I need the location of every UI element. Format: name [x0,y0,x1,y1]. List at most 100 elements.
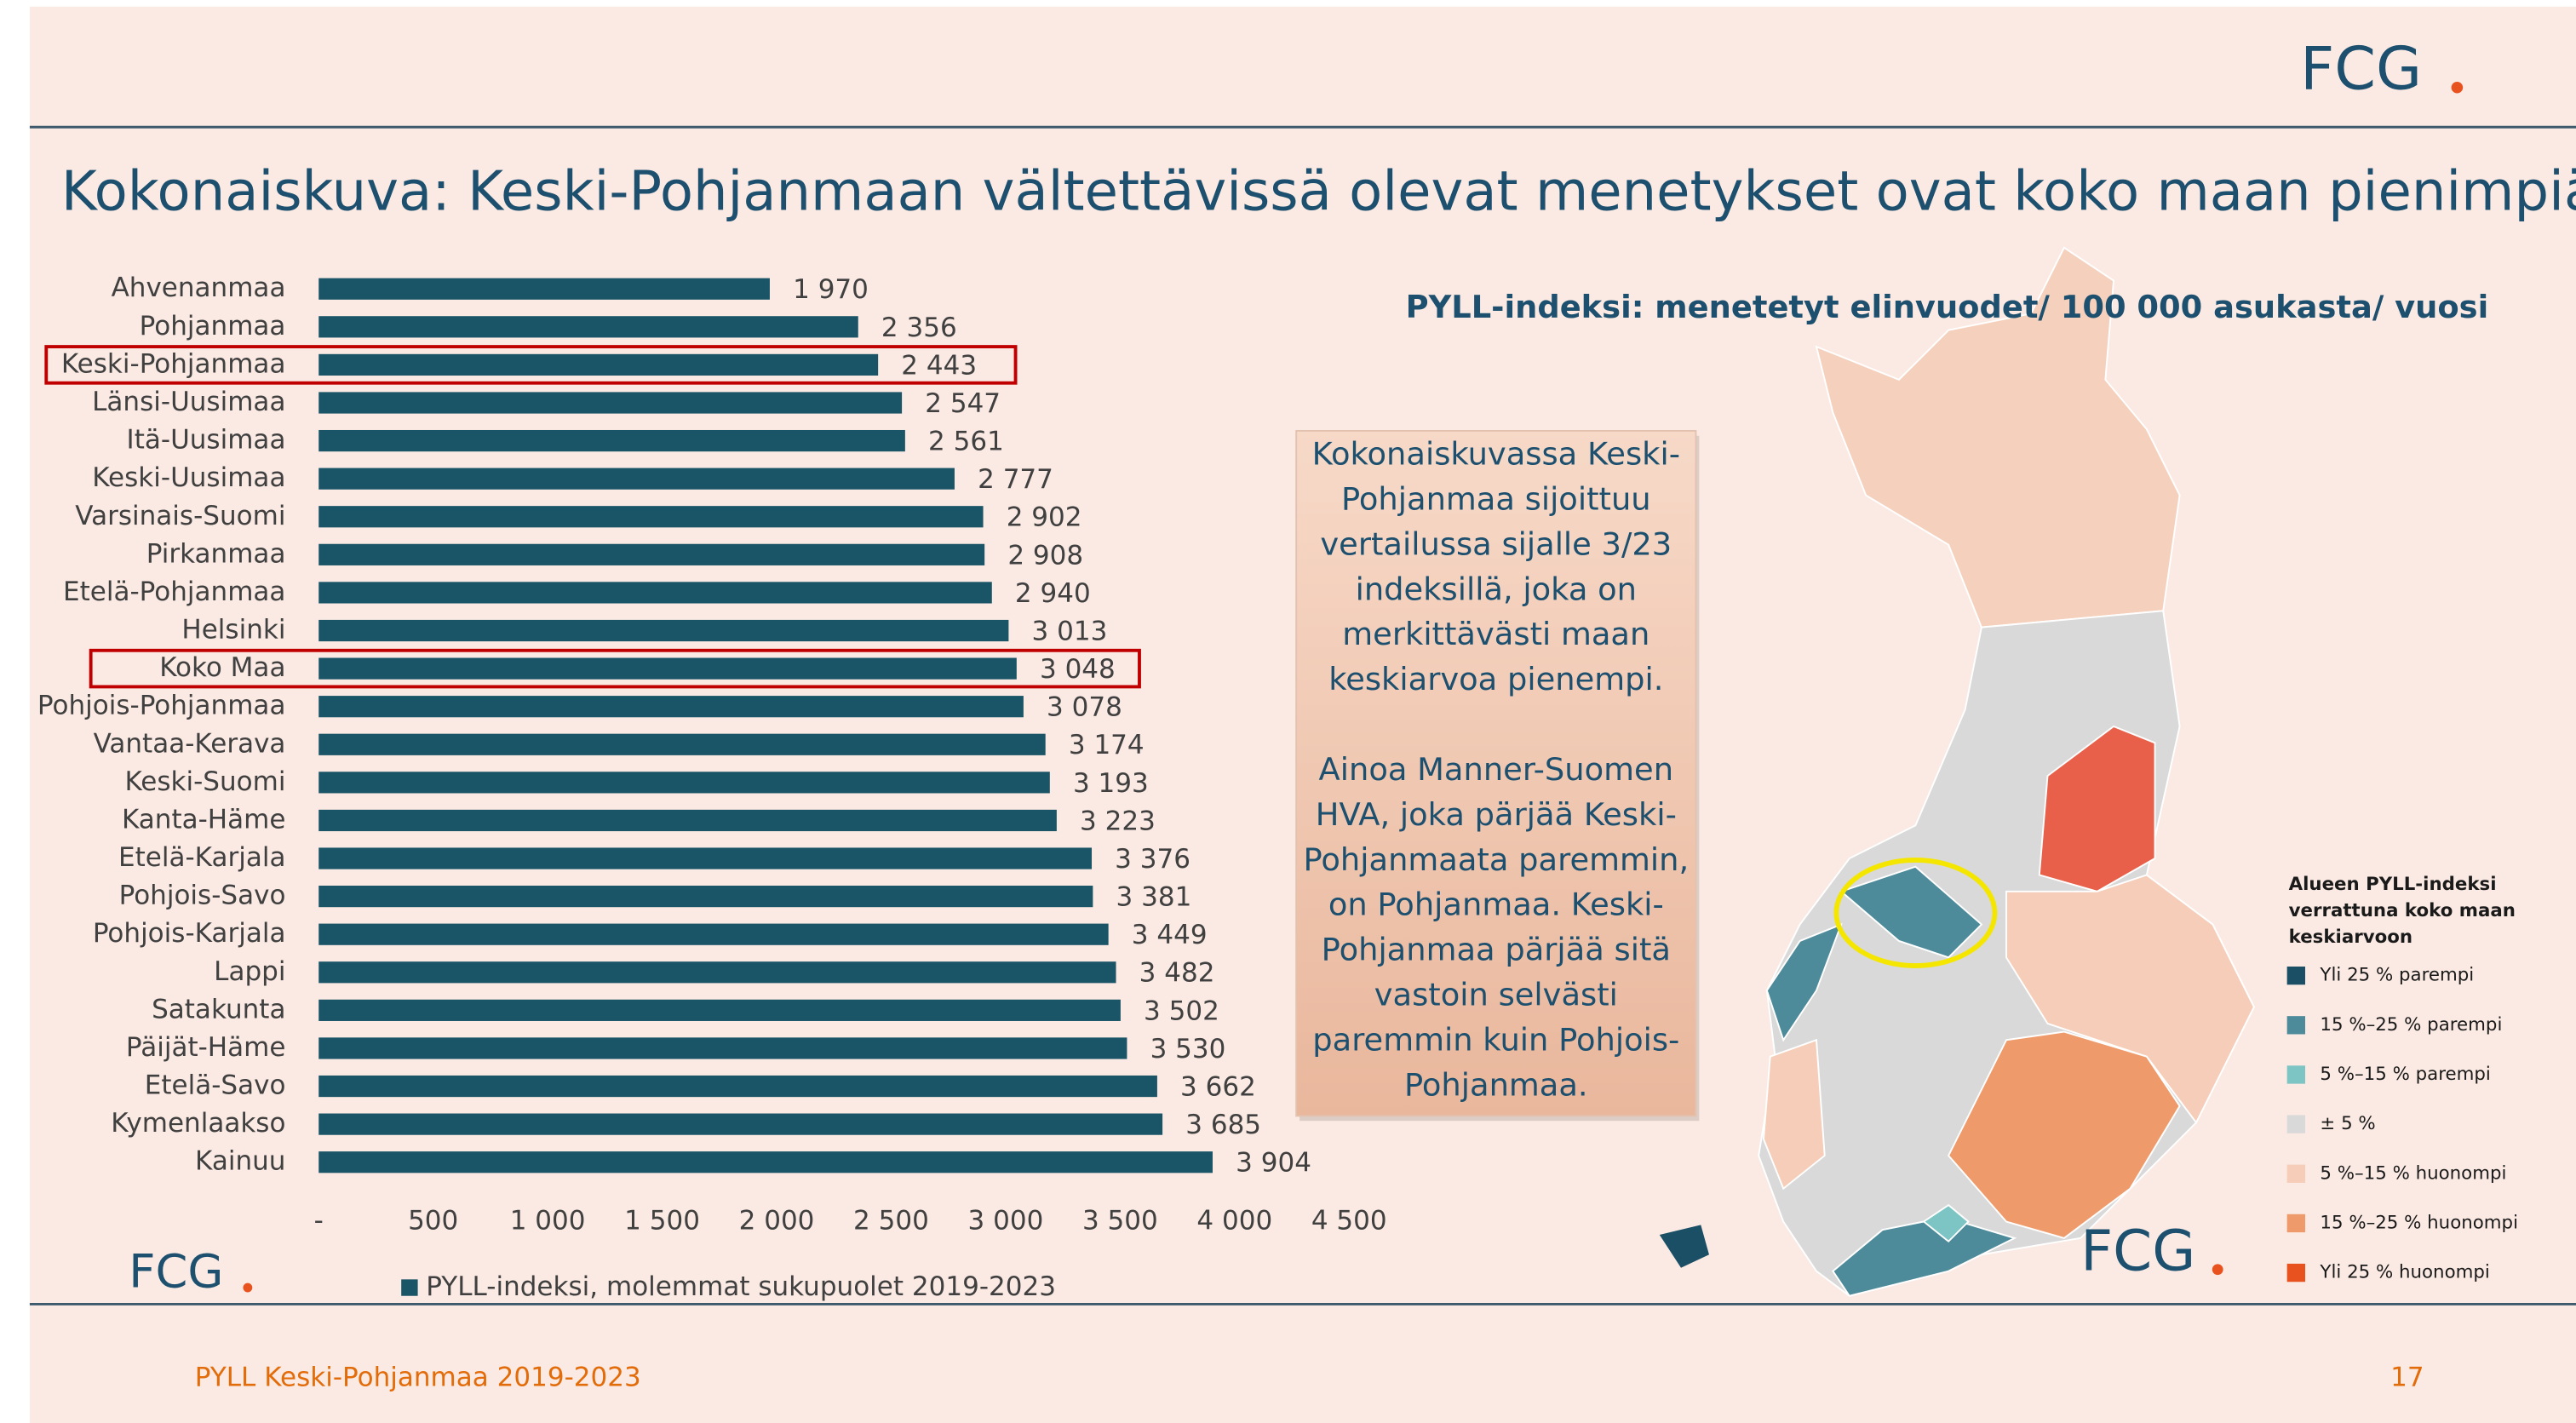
map-legend-label: Yli 25 % parempi [2319,965,2474,986]
x-tick-label: 2 000 [739,1206,815,1237]
bar [318,1113,1163,1135]
bar [318,809,1057,832]
bar [318,1151,1213,1173]
legend-label: PYLL-indeksi, molemmat sukupuolet 2019-2… [426,1271,1056,1302]
logo-dot [243,1282,253,1293]
bar [318,468,955,490]
x-tick-label: 2 500 [853,1206,929,1237]
logo-map: FCG [2080,1218,2223,1283]
note-line: Pohjanmaata paremmin, [1303,841,1689,878]
note-box [1295,429,1700,1122]
bar [318,278,770,300]
legend-swatch [401,1279,418,1296]
highlight-box [89,648,1141,689]
y-tick-label: Kanta-Häme [122,804,285,835]
y-tick-label: Helsinki [181,615,285,646]
value-label: 3 530 [1150,1034,1226,1064]
note-line: on Pohjanmaa. Keski- [1328,887,1664,923]
note-line: Pohjanmaa pärjää sitä [1322,932,1671,968]
y-tick-label: Ahvenanmaa [112,273,286,303]
map-region [1839,865,1983,959]
bar [318,923,1109,945]
y-tick-label: Pirkanmaa [146,538,286,569]
value-label: 2 561 [928,427,1004,457]
x-tick-label: 500 [408,1206,458,1237]
y-tick-label: Pohjanmaa [140,311,286,341]
y-tick-label: Vantaa-Kerava [94,728,286,759]
map-legend-label: 15 %–25 % parempi [2320,1014,2502,1036]
value-label: 3 193 [1073,768,1149,799]
map-legend-title: verrattuna koko maan [2289,900,2516,921]
value-label: 2 777 [978,464,1053,495]
value-label: 2 356 [881,313,957,343]
y-tick-label: Keski-Pohjanmaa [61,348,286,379]
y-tick-label: Pohjois-Karjala [93,918,286,949]
bar [318,886,1093,908]
value-label: 2 908 [1007,540,1083,571]
note-line: indeksillä, joka on [1356,571,1637,607]
map-legend-label: 5 %–15 % huonompi [2320,1162,2506,1184]
value-label: 3 376 [1115,844,1190,875]
map-legend-swatch [2286,1016,2305,1035]
note-line: Pohjanmaa sijoittuu [1341,480,1651,517]
y-tick-label: Länsi-Uusimaa [92,387,285,417]
map-legend-swatch [2286,967,2305,985]
map-region [1922,1203,1970,1243]
map-legend-label: ± 5 % [2320,1113,2375,1134]
value-label: 2 940 [1015,578,1091,609]
y-tick-label: Satakunta [152,994,285,1024]
value-label: 3 013 [1032,616,1108,646]
y-tick-label: Varsinais-Suomi [75,501,285,531]
x-tick-label: 4 500 [1311,1206,1387,1237]
map-legend-swatch [2286,1115,2305,1133]
logo-dot [2451,81,2464,94]
logo-text: FCG [2080,1218,2195,1283]
value-label: 3 685 [1185,1110,1261,1140]
map-legend-label: Yli 25 % huonompi [2319,1262,2489,1283]
map-legend-swatch [2286,1263,2305,1282]
note-line: HVA, joka pärjää Keski- [1316,796,1677,833]
x-tick-label: - [314,1206,324,1237]
slide-title: Kokonaiskuva: Keski-Pohjanmaan vältettäv… [61,160,2576,223]
map-legend-title: keskiarvoon [2289,927,2412,948]
bar [318,392,903,414]
value-label: 3 174 [1069,730,1145,760]
logo-dot [2212,1264,2223,1276]
note-line: Ainoa Manner-Suomen [1319,751,1674,788]
y-tick-label: Kainuu [195,1146,285,1177]
value-label: 3 904 [1236,1148,1311,1179]
bar [318,316,858,338]
y-tick-label: Etelä-Savo [145,1070,286,1101]
map-legend-title: Alueen PYLL-indeksi [2289,874,2497,895]
map-region [2005,874,2255,1125]
y-tick-label: Pohjois-Savo [119,881,286,911]
map-subtitle: PYLL-indeksi: menetetyt elinvuodet/ 100 … [1406,289,2489,325]
map-legend-swatch [2286,1065,2305,1084]
bar [318,429,905,452]
bar [318,772,1050,794]
y-tick-label: Koko Maa [159,652,285,683]
value-label: 1 970 [793,274,869,305]
logo-text: FCG [129,1245,223,1299]
note-line: vertailussa sijalle 3/23 [1320,525,1672,562]
y-tick-label: Keski-Suomi [124,766,285,797]
value-label: 2 443 [901,350,977,381]
y-tick-label: Etelä-Pohjanmaa [63,577,285,607]
bar [318,1075,1157,1098]
value-label: 3 482 [1139,958,1215,989]
y-tick-label: Keski-Uusimaa [92,462,285,493]
x-tick-label: 4 000 [1196,1206,1272,1237]
map-region [2038,725,2156,892]
logo-text: FCG [2300,34,2422,103]
value-label: 3 078 [1047,692,1122,723]
bar [318,696,1024,718]
bar [318,999,1121,1021]
logo-bottom-left: FCG [129,1245,253,1299]
footer-text: PYLL Keski-Pohjanmaa 2019-2023 [195,1363,641,1393]
bar [318,961,1116,984]
map-legend-swatch [2286,1214,2305,1233]
map-region [1832,1217,2017,1297]
y-tick-label: Pohjois-Pohjanmaa [37,691,286,721]
x-tick-label: 3 500 [1082,1206,1158,1237]
value-label: 3 449 [1132,920,1208,950]
